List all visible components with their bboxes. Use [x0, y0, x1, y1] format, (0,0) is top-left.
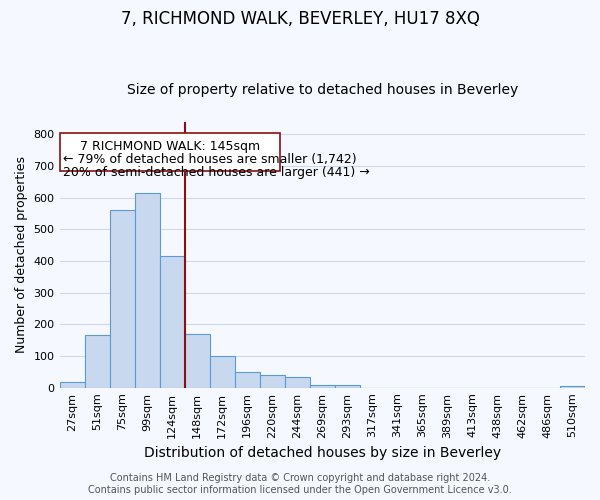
Bar	[85, 336, 110, 388]
Bar	[209, 356, 235, 388]
Bar	[285, 376, 310, 388]
Bar	[560, 386, 585, 388]
Bar	[110, 210, 134, 388]
Bar	[59, 133, 280, 171]
Bar	[310, 384, 335, 388]
Bar	[235, 372, 260, 388]
Bar	[134, 193, 160, 388]
Y-axis label: Number of detached properties: Number of detached properties	[15, 156, 28, 353]
Bar	[160, 256, 185, 388]
X-axis label: Distribution of detached houses by size in Beverley: Distribution of detached houses by size …	[144, 446, 501, 460]
Bar	[59, 382, 85, 388]
Bar	[260, 375, 285, 388]
Text: 7 RICHMOND WALK: 145sqm: 7 RICHMOND WALK: 145sqm	[80, 140, 260, 153]
Bar	[185, 334, 209, 388]
Bar	[335, 384, 360, 388]
Text: 20% of semi-detached houses are larger (441) →: 20% of semi-detached houses are larger (…	[63, 166, 370, 179]
Text: Contains HM Land Registry data © Crown copyright and database right 2024.
Contai: Contains HM Land Registry data © Crown c…	[88, 474, 512, 495]
Title: Size of property relative to detached houses in Beverley: Size of property relative to detached ho…	[127, 83, 518, 97]
Text: 7, RICHMOND WALK, BEVERLEY, HU17 8XQ: 7, RICHMOND WALK, BEVERLEY, HU17 8XQ	[121, 10, 479, 28]
Text: ← 79% of detached houses are smaller (1,742): ← 79% of detached houses are smaller (1,…	[63, 153, 357, 166]
